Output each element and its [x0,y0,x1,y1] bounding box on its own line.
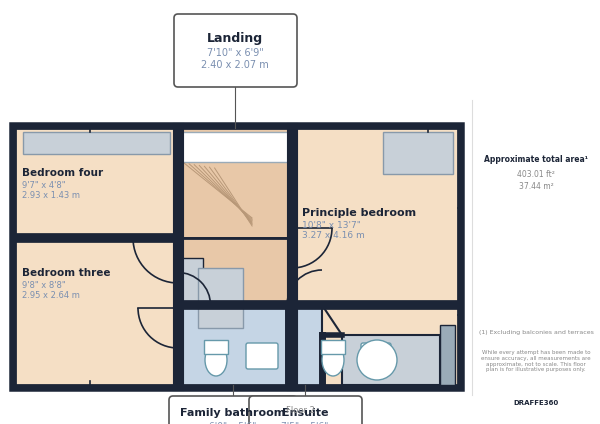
Bar [288,305,322,385]
Bar [292,128,458,385]
Text: 10'8" x 13'7": 10'8" x 13'7" [302,221,361,230]
Text: Floor 2: Floor 2 [286,406,314,415]
FancyBboxPatch shape [249,396,362,424]
Text: Bedroom four: Bedroom four [22,168,103,178]
Text: Landing: Landing [207,32,263,45]
Text: 7'10" x 6'9": 7'10" x 6'9" [206,48,263,58]
Text: 6'0" x 5'6": 6'0" x 5'6" [209,422,257,424]
Text: 9'7" x 4'8": 9'7" x 4'8" [22,181,65,190]
Text: 37.44 m²: 37.44 m² [518,182,553,191]
Ellipse shape [205,344,227,376]
Text: DRAFFE360: DRAFFE360 [514,400,559,406]
Text: Ensuite: Ensuite [282,408,328,418]
Text: Approximate total area¹: Approximate total area¹ [484,155,588,164]
Bar [178,258,203,385]
Text: 403.01 ft²: 403.01 ft² [517,170,555,179]
Bar [198,268,243,328]
Text: Principle bedroom: Principle bedroom [302,208,416,218]
Bar [321,340,345,354]
Text: (1) Excluding balconies and terraces: (1) Excluding balconies and terraces [479,330,593,335]
Bar [182,132,288,162]
Text: 7'5" x 5'6": 7'5" x 5'6" [281,422,329,424]
Bar [15,238,178,385]
Bar [178,128,292,238]
Bar [15,128,178,238]
Text: While every attempt has been made to
ensure accuracy, all measurements are
appro: While every attempt has been made to ens… [481,350,591,372]
Bar [15,128,458,385]
Circle shape [357,340,397,380]
Bar [440,325,455,385]
Text: 2.40 x 2.07 m: 2.40 x 2.07 m [201,60,269,70]
FancyBboxPatch shape [169,396,297,424]
FancyBboxPatch shape [246,343,278,369]
Bar [178,305,288,385]
Text: 2.93 x 1.43 m: 2.93 x 1.43 m [22,191,80,200]
Polygon shape [322,305,342,335]
FancyBboxPatch shape [361,343,391,369]
Bar [383,132,453,174]
Text: Family bathroom: Family bathroom [181,408,286,418]
Text: 9'8" x 8'8": 9'8" x 8'8" [22,281,65,290]
Text: 2.95 x 2.64 m: 2.95 x 2.64 m [22,291,80,300]
Text: 3.27 x 4.16 m: 3.27 x 4.16 m [302,231,365,240]
Bar [23,132,170,154]
Bar [178,238,292,305]
Text: Bedroom three: Bedroom three [22,268,110,278]
FancyBboxPatch shape [174,14,297,87]
Ellipse shape [322,344,344,376]
Bar [342,335,440,385]
Bar [204,340,228,354]
